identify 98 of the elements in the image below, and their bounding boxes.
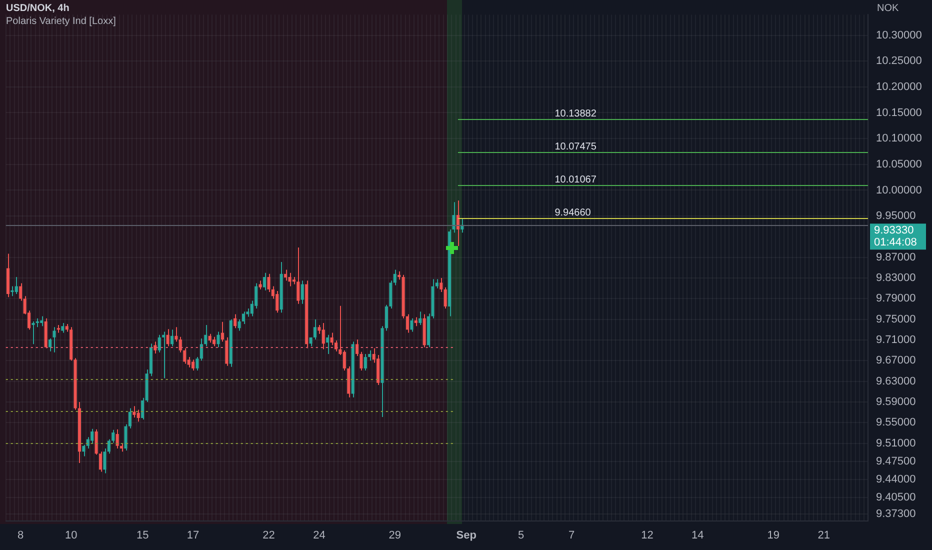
candlestick: [162, 331, 166, 379]
y-tick-label: 9.67000: [876, 354, 916, 367]
x-tick-label: 10: [64, 529, 78, 542]
candlestick: [90, 428, 94, 444]
candlestick: [178, 336, 182, 353]
candlestick: [132, 406, 136, 418]
chart-title: USD/NOK, 4h: [6, 3, 70, 14]
candlestick: [174, 326, 178, 342]
candlestick: [364, 353, 367, 371]
candlestick: [440, 278, 443, 292]
y-tick-label: 9.37300: [876, 508, 916, 520]
x-tick-label: 19: [767, 529, 780, 542]
x-tick-label: 29: [388, 529, 402, 542]
candlestick: [267, 273, 270, 292]
candlestick: [61, 322, 64, 334]
candlestick: [296, 247, 300, 304]
candlestick: [212, 336, 216, 347]
candlestick: [204, 324, 208, 347]
candlestick: [32, 320, 35, 345]
y-tick-label: 9.63000: [876, 375, 916, 388]
y-tick-label: 10.05000: [876, 158, 922, 170]
candlestick: [452, 202, 456, 234]
candlestick: [196, 356, 199, 371]
candlestick: [183, 348, 186, 364]
candlestick: [10, 286, 14, 297]
x-tick-label: 24: [313, 529, 326, 542]
candlestick: [216, 331, 220, 348]
y-tick-label: 9.40500: [876, 492, 916, 504]
x-tick-label: 8: [18, 529, 24, 542]
y-tick-label: 9.44000: [876, 474, 916, 486]
x-tick-label: 14: [692, 529, 704, 542]
y-tick-label: 9.95000: [876, 210, 916, 222]
y-tick-label: 10.25000: [876, 55, 922, 68]
candlestick: [220, 321, 224, 342]
candlestick: [288, 272, 292, 287]
candlestick: [238, 318, 241, 332]
candlestick: [234, 314, 237, 329]
y-tick-label: 9.51000: [876, 437, 916, 450]
candlestick: [99, 451, 102, 472]
y-tick-label: 10.15000: [876, 106, 922, 119]
candlestick: [14, 276, 18, 295]
ref-line-label: 10.01067: [554, 174, 597, 186]
candlestick: [158, 334, 161, 353]
candlestick: [192, 359, 195, 371]
x-tick-label: 7: [568, 529, 575, 542]
candlestick: [322, 322, 325, 350]
candlestick: [116, 428, 119, 449]
candlestick: [225, 336, 228, 366]
candlestick: [242, 311, 246, 324]
x-tick-label: 5: [518, 529, 524, 542]
candlestick: [406, 314, 410, 334]
x-tick-label: 21: [818, 529, 830, 542]
candlestick: [52, 326, 56, 353]
candlestick: [300, 280, 304, 304]
candlestick: [170, 329, 174, 347]
candlestick: [342, 350, 346, 371]
candlestick: [284, 269, 288, 282]
y-tick-label: 10.30000: [876, 29, 922, 42]
ref-line-label: 9.93330: [874, 224, 914, 237]
candlestick: [384, 304, 388, 332]
candlestick: [263, 272, 266, 291]
y-tick-label: 9.47500: [876, 455, 916, 468]
candlestick: [326, 334, 330, 354]
ref-line-label: 9.94660: [554, 207, 592, 218]
candlestick: [276, 290, 279, 314]
candlestick: [313, 318, 317, 340]
x-tick-label: 22: [262, 529, 275, 542]
candlestick: [444, 286, 447, 310]
y-tick-label: 10.00000: [876, 184, 922, 196]
candlestick: [418, 311, 422, 326]
candlestick: [154, 341, 157, 354]
y-tick-label: 9.71000: [876, 334, 916, 346]
candlestick: [136, 409, 140, 422]
x-tick-label: Sep: [456, 529, 477, 542]
y-tick-label: 9.75000: [876, 313, 916, 326]
candlestick: [94, 428, 98, 456]
y-tick-label: 9.87000: [876, 251, 916, 264]
y-tick-label: 9.59000: [876, 396, 916, 408]
y-tick-label: 9.55000: [876, 416, 916, 429]
candlestick: [40, 316, 44, 327]
x-tick-label: 15: [136, 529, 149, 542]
text: 01:44:08: [874, 236, 917, 249]
y-tick-label: 10.20000: [876, 80, 922, 93]
candlestick: [410, 318, 414, 332]
candlestick: [200, 338, 203, 362]
candlestick: [330, 332, 334, 346]
y-tick-label: 9.79000: [876, 292, 916, 305]
chart-subtitle: Polaris Variety Ind [Loxx]: [6, 16, 116, 27]
ref-line-label: 10.07475: [554, 141, 597, 152]
candlestick: [368, 350, 372, 362]
y-tick-label: 10.10000: [876, 132, 922, 145]
candlestick: [48, 338, 52, 352]
x-tick-label: 17: [186, 529, 200, 542]
y-axis-title: NOK: [877, 3, 899, 14]
candlestick: [166, 328, 170, 347]
x-tick-label: 12: [641, 529, 654, 542]
ref-line-label: 10.13882: [554, 108, 597, 120]
y-tick-label: 9.83000: [876, 272, 916, 284]
